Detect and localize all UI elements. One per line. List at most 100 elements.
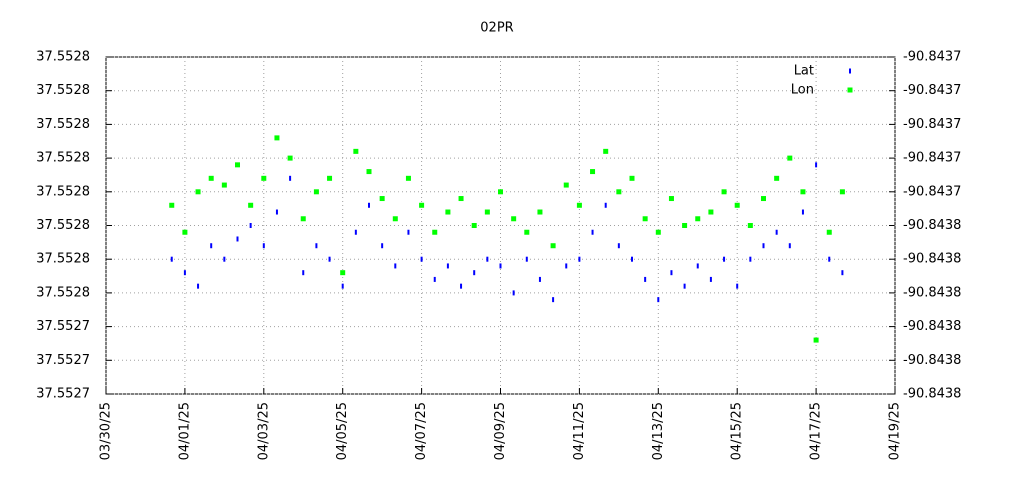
y2-tick-label: -90.8437 [903, 50, 961, 65]
x-tick-label: 04/03/25 [256, 402, 271, 460]
point [315, 243, 318, 249]
point [839, 189, 845, 195]
point [670, 270, 673, 276]
point [761, 196, 766, 202]
point [262, 243, 265, 249]
point [644, 276, 647, 282]
x-tick-label: 04/15/25 [730, 402, 745, 460]
point [617, 243, 620, 249]
point [261, 175, 267, 181]
point [366, 169, 372, 175]
x-tick-label: 04/17/25 [809, 402, 824, 460]
point [682, 223, 688, 228]
point [405, 175, 411, 181]
y-tick-label: 37.5528 [36, 285, 90, 300]
point [446, 263, 449, 269]
y2-tick-label: -90.8438 [903, 319, 961, 334]
y2-tick-label: -90.8438 [903, 353, 961, 368]
y-tick-label: 37.5527 [36, 319, 90, 334]
y2-tick-label: -90.8438 [903, 285, 961, 300]
legend-label: Lon [791, 83, 814, 98]
point [616, 189, 622, 195]
point [828, 256, 831, 262]
point [695, 216, 701, 222]
x-tick-label: 04/13/25 [651, 402, 666, 460]
point [235, 162, 240, 168]
point [368, 202, 370, 208]
y-tick-label: 37.5528 [36, 83, 90, 98]
point [394, 263, 397, 269]
point [813, 337, 819, 343]
point [287, 155, 293, 161]
y-tick-label: 37.5528 [36, 184, 90, 199]
point [419, 202, 425, 208]
point [182, 229, 188, 235]
point [484, 209, 490, 215]
point [300, 216, 306, 222]
point [486, 256, 489, 262]
point [642, 216, 648, 222]
point [576, 202, 582, 208]
legend-label: Lat [794, 64, 814, 79]
x-tick-label: 04/11/25 [572, 402, 587, 460]
point [313, 189, 319, 195]
point [432, 229, 438, 235]
point [208, 175, 214, 181]
point [169, 202, 175, 208]
point [328, 256, 331, 262]
point [775, 229, 778, 235]
point [249, 223, 252, 228]
point [289, 175, 292, 181]
point [563, 182, 569, 188]
point [591, 229, 594, 235]
point [236, 236, 239, 242]
point [473, 270, 476, 276]
point [327, 175, 333, 181]
y2-tick-label: -90.8437 [903, 117, 961, 132]
point [471, 223, 477, 228]
point [420, 256, 423, 262]
y-tick-label: 37.5528 [36, 151, 90, 166]
point [788, 243, 791, 249]
x-tick-label: 03/30/25 [99, 402, 114, 460]
point [537, 209, 543, 215]
point [354, 229, 357, 235]
y2-tick-label: -90.8437 [903, 83, 961, 98]
point [381, 243, 384, 249]
point [552, 297, 555, 303]
point [749, 256, 752, 262]
y2-tick-label: -90.8438 [903, 252, 961, 267]
point [578, 256, 581, 262]
point [736, 283, 739, 289]
point [683, 283, 686, 289]
y-tick-label: 37.5528 [36, 218, 90, 233]
point [353, 148, 359, 154]
y-tick-label: 37.5528 [36, 117, 90, 132]
y-tick-label: 37.5527 [36, 353, 90, 368]
point [458, 196, 464, 202]
point [762, 243, 765, 249]
point [565, 263, 568, 269]
point [668, 196, 674, 202]
point [499, 263, 502, 269]
y-tick-label: 37.5528 [36, 50, 90, 65]
point [525, 256, 528, 262]
x-tick-label: 04/09/25 [493, 402, 508, 460]
y2-tick-label: -90.8437 [903, 184, 961, 199]
point [708, 209, 714, 215]
point [655, 229, 661, 235]
point [221, 182, 227, 188]
point [460, 283, 463, 289]
point [223, 256, 226, 262]
point [841, 270, 844, 276]
point [538, 276, 541, 282]
point [302, 270, 305, 276]
point [826, 229, 832, 235]
point [445, 209, 451, 215]
point [734, 202, 740, 208]
point [604, 202, 607, 208]
point [498, 189, 503, 195]
point [248, 202, 254, 208]
point [195, 189, 201, 195]
